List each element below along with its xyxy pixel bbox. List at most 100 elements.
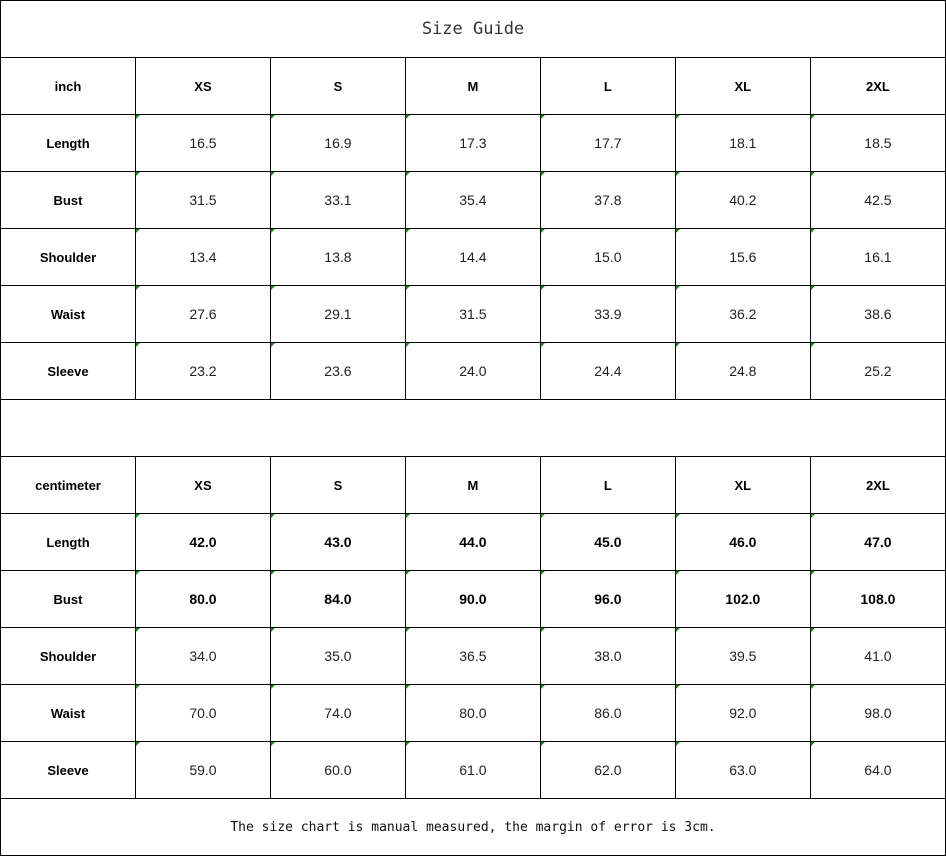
value-cell: 40.2: [674, 171, 811, 229]
row-label: Sleeve: [0, 741, 136, 799]
spacer-cell: [0, 399, 946, 457]
value-cell: 34.0: [134, 627, 271, 685]
row-label: Length: [0, 114, 136, 172]
value-cell: 35.4: [404, 171, 541, 229]
value-cell: 80.0: [404, 684, 541, 742]
table-row: Waist 70.0 74.0 80.0 86.0 92.0 98.0: [0, 684, 946, 742]
value-cell: 45.0: [539, 513, 676, 571]
value-cell: 37.8: [539, 171, 676, 229]
size-header-l: L: [539, 57, 676, 115]
table-title: Size Guide: [0, 0, 946, 58]
value-cell: 38.0: [539, 627, 676, 685]
size-header-xl: XL: [674, 57, 811, 115]
size-header-l: L: [539, 456, 676, 514]
value-cell: 98.0: [809, 684, 946, 742]
value-cell: 24.0: [404, 342, 541, 400]
table-row: Length 42.0 43.0 44.0 45.0 46.0 47.0: [0, 513, 946, 571]
value-cell: 47.0: [809, 513, 946, 571]
size-header-xs: XS: [134, 57, 271, 115]
value-cell: 92.0: [674, 684, 811, 742]
value-cell: 31.5: [404, 285, 541, 343]
value-cell: 38.6: [809, 285, 946, 343]
row-label: Length: [0, 513, 136, 571]
value-cell: 46.0: [674, 513, 811, 571]
value-cell: 84.0: [269, 570, 406, 628]
size-header-m: M: [404, 57, 541, 115]
spacer-row: [0, 399, 946, 457]
value-cell: 42.0: [134, 513, 271, 571]
value-cell: 25.2: [809, 342, 946, 400]
inch-header-row: inch XS S M L XL 2XL: [0, 57, 946, 115]
value-cell: 31.5: [134, 171, 271, 229]
value-cell: 16.5: [134, 114, 271, 172]
value-cell: 16.9: [269, 114, 406, 172]
row-label: Bust: [0, 171, 136, 229]
value-cell: 86.0: [539, 684, 676, 742]
size-header-2xl: 2XL: [809, 57, 946, 115]
note-row: The size chart is manual measured, the m…: [0, 798, 946, 856]
table-row: Sleeve 59.0 60.0 61.0 62.0 63.0 64.0: [0, 741, 946, 799]
size-header-s: S: [269, 456, 406, 514]
value-cell: 13.8: [269, 228, 406, 286]
value-cell: 44.0: [404, 513, 541, 571]
value-cell: 14.4: [404, 228, 541, 286]
row-label: Waist: [0, 684, 136, 742]
value-cell: 62.0: [539, 741, 676, 799]
table-row: Shoulder 13.4 13.8 14.4 15.0 15.6 16.1: [0, 228, 946, 286]
value-cell: 64.0: [809, 741, 946, 799]
value-cell: 108.0: [809, 570, 946, 628]
value-cell: 36.2: [674, 285, 811, 343]
value-cell: 70.0: [134, 684, 271, 742]
table-row: Length 16.5 16.9 17.3 17.7 18.1 18.5: [0, 114, 946, 172]
value-cell: 41.0: [809, 627, 946, 685]
size-header-2xl: 2XL: [809, 456, 946, 514]
value-cell: 39.5: [674, 627, 811, 685]
value-cell: 59.0: [134, 741, 271, 799]
value-cell: 16.1: [809, 228, 946, 286]
size-header-xl: XL: [674, 456, 811, 514]
value-cell: 61.0: [404, 741, 541, 799]
value-cell: 90.0: [404, 570, 541, 628]
value-cell: 23.2: [134, 342, 271, 400]
value-cell: 15.6: [674, 228, 811, 286]
value-cell: 35.0: [269, 627, 406, 685]
value-cell: 96.0: [539, 570, 676, 628]
value-cell: 23.6: [269, 342, 406, 400]
title-row: Size Guide: [0, 0, 946, 58]
value-cell: 18.5: [809, 114, 946, 172]
value-cell: 80.0: [134, 570, 271, 628]
measurement-note: The size chart is manual measured, the m…: [0, 798, 946, 856]
value-cell: 29.1: [269, 285, 406, 343]
value-cell: 36.5: [404, 627, 541, 685]
value-cell: 74.0: [269, 684, 406, 742]
value-cell: 63.0: [674, 741, 811, 799]
row-label: Shoulder: [0, 627, 136, 685]
value-cell: 27.6: [134, 285, 271, 343]
unit-label: centimeter: [0, 456, 136, 514]
value-cell: 42.5: [809, 171, 946, 229]
value-cell: 18.1: [674, 114, 811, 172]
unit-label: inch: [0, 57, 136, 115]
table-row: Bust 31.5 33.1 35.4 37.8 40.2 42.5: [0, 171, 946, 229]
row-label: Shoulder: [0, 228, 136, 286]
value-cell: 17.7: [539, 114, 676, 172]
value-cell: 43.0: [269, 513, 406, 571]
table-row: Bust 80.0 84.0 90.0 96.0 102.0 108.0: [0, 570, 946, 628]
value-cell: 33.1: [269, 171, 406, 229]
row-label: Sleeve: [0, 342, 136, 400]
value-cell: 33.9: [539, 285, 676, 343]
row-label: Waist: [0, 285, 136, 343]
row-label: Bust: [0, 570, 136, 628]
size-header-m: M: [404, 456, 541, 514]
size-header-s: S: [269, 57, 406, 115]
value-cell: 60.0: [269, 741, 406, 799]
table-row: Sleeve 23.2 23.6 24.0 24.4 24.8 25.2: [0, 342, 946, 400]
value-cell: 24.4: [539, 342, 676, 400]
value-cell: 17.3: [404, 114, 541, 172]
value-cell: 13.4: [134, 228, 271, 286]
centimeter-header-row: centimeter XS S M L XL 2XL: [0, 456, 946, 514]
size-header-xs: XS: [134, 456, 271, 514]
value-cell: 102.0: [674, 570, 811, 628]
value-cell: 15.0: [539, 228, 676, 286]
